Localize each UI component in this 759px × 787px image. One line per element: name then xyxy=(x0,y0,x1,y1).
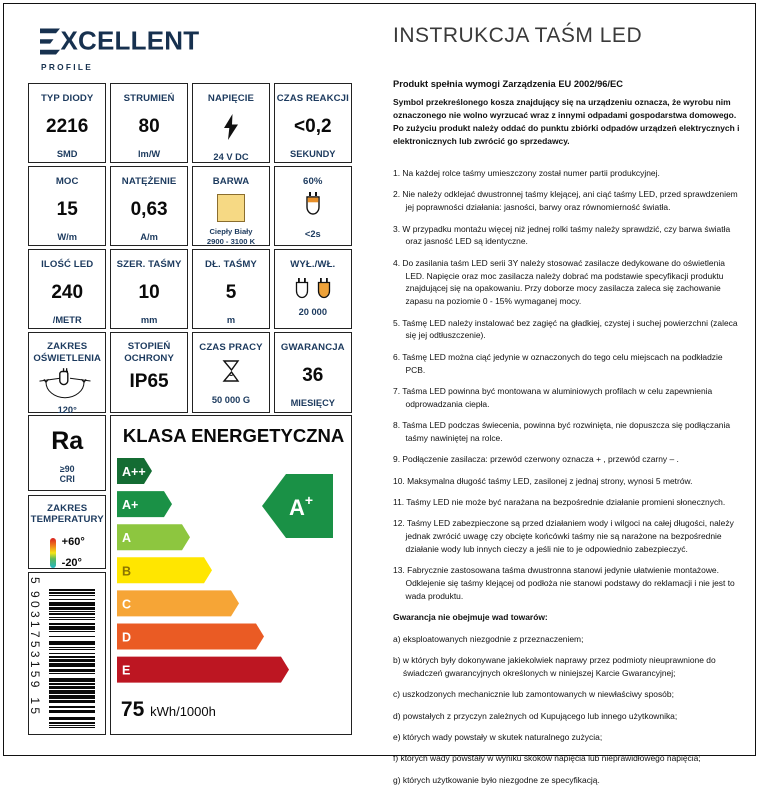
svg-text:C: C xyxy=(122,598,131,612)
svg-text:E: E xyxy=(122,664,130,678)
svg-text:A: A xyxy=(122,532,131,546)
svg-text:A+: A+ xyxy=(122,498,138,512)
svg-text:B: B xyxy=(122,565,131,579)
svg-text:D: D xyxy=(122,631,131,645)
svg-text:XCELLENT: XCELLENT xyxy=(61,28,200,56)
svg-text:A++: A++ xyxy=(122,465,146,479)
